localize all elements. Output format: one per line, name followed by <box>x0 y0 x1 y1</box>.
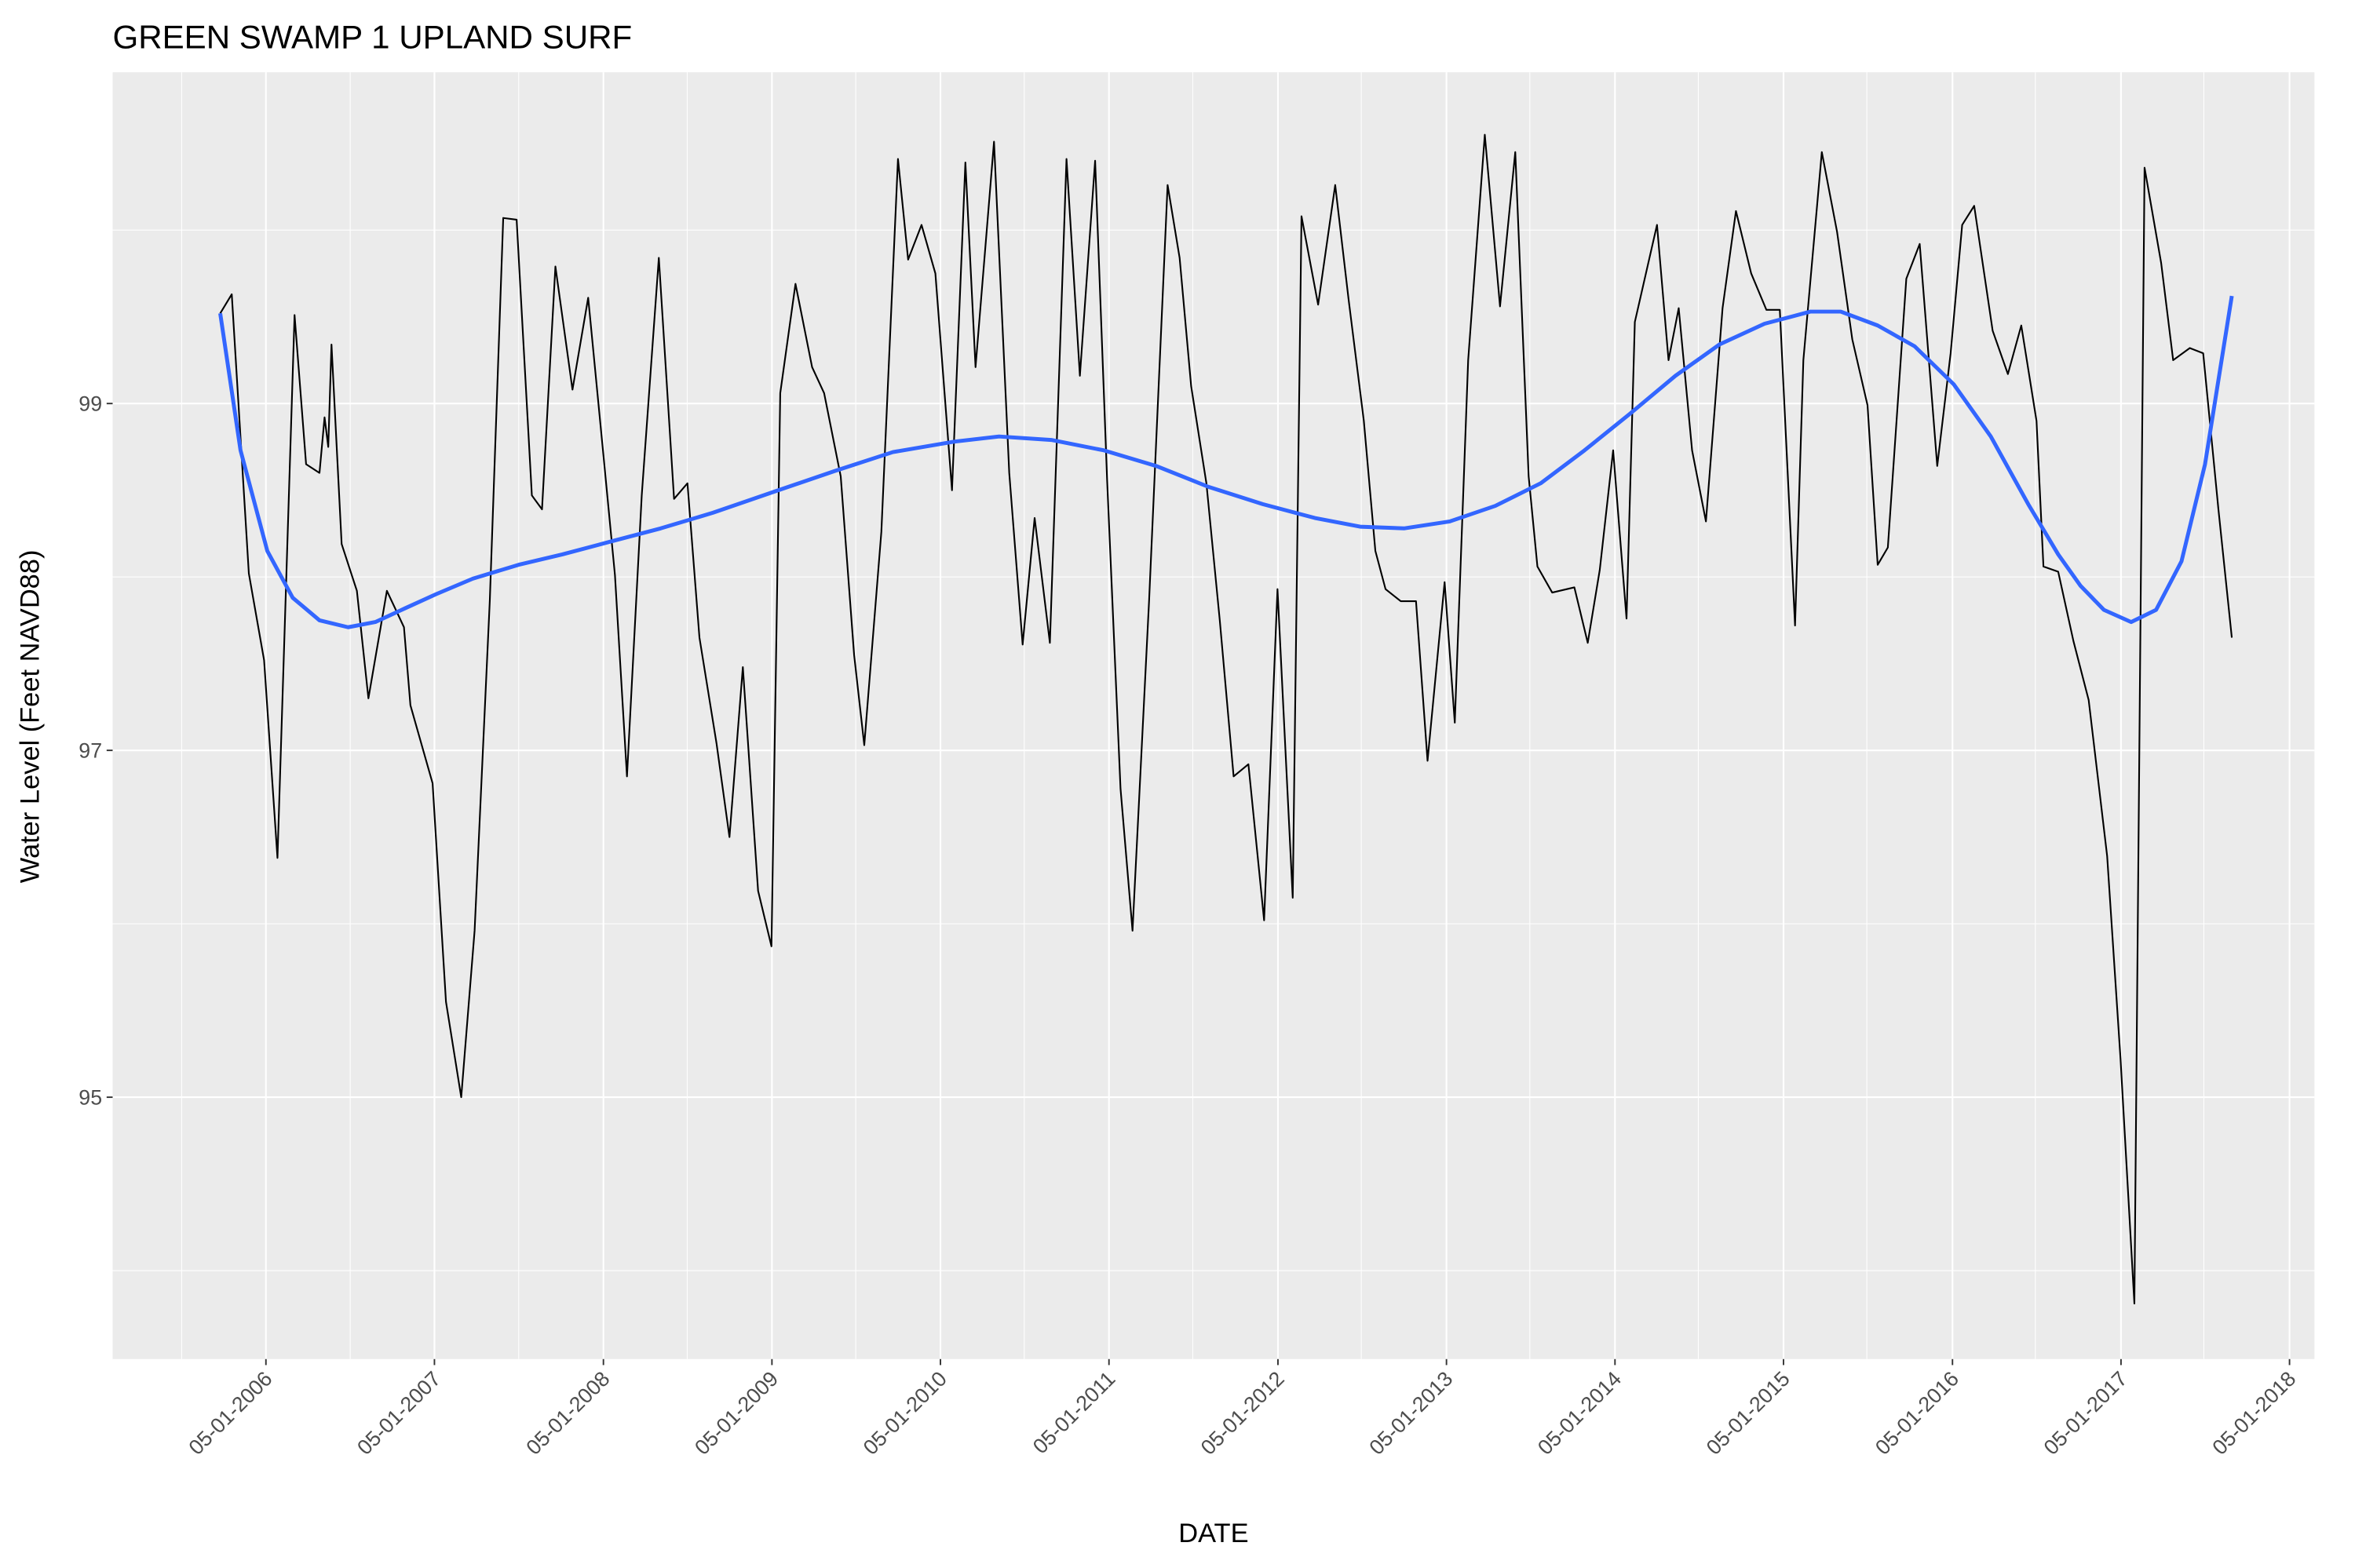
marks <box>218 133 2234 1305</box>
y-tick-label: 99 <box>78 392 102 416</box>
plot-panel <box>112 72 2315 1359</box>
data-line <box>219 133 2233 1305</box>
y-tick-label: 95 <box>78 1086 102 1110</box>
x-axis-title: DATE <box>1178 1519 1248 1548</box>
y-tick-label: 97 <box>78 739 102 763</box>
y-axis-title: Water Level (Feet NAVD88) <box>16 550 46 884</box>
chart-title: GREEN SWAMP 1 UPLAND SURF <box>112 18 632 55</box>
data-line <box>218 295 2234 629</box>
